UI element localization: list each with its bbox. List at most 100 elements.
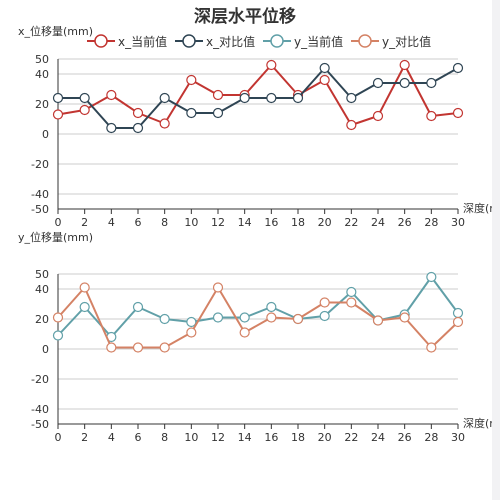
- y-tick-label: 0: [42, 128, 49, 141]
- data-point: [212, 89, 224, 101]
- data-point: [239, 327, 250, 338]
- data-point: [132, 301, 144, 313]
- data-point: [239, 92, 250, 104]
- legend-marker-icon: [351, 34, 379, 48]
- data-point: [399, 312, 410, 323]
- legend-marker-icon: [87, 34, 115, 48]
- x-tick-label: 14: [238, 431, 252, 444]
- y-tick-label: 0: [42, 343, 49, 356]
- data-point: [212, 282, 224, 293]
- data-point: [346, 119, 357, 131]
- data-point: [186, 74, 197, 86]
- x-tick-label: 16: [264, 431, 278, 444]
- data-point: [52, 312, 64, 323]
- y-tick-label: 40: [35, 68, 49, 81]
- x-tick-label: 0: [55, 216, 62, 229]
- x-axis-label: 深度(m): [463, 201, 500, 215]
- x-tick-label: 24: [371, 216, 385, 229]
- x-tick-label: 12: [211, 431, 225, 444]
- x-tick-label: 4: [108, 216, 115, 229]
- y-axis-label: x_位移量(mm): [18, 24, 93, 38]
- y-tick-label: -20: [31, 158, 49, 171]
- data-point: [292, 313, 304, 325]
- series-line-1: [57, 64, 459, 126]
- series-line-2: [58, 67, 459, 129]
- legend-label: x_对比值: [206, 35, 256, 49]
- data-point: [52, 330, 64, 341]
- data-point: [159, 342, 170, 353]
- y-tick-label: 20: [35, 313, 49, 326]
- x-tick-label: 26: [398, 216, 412, 229]
- data-point: [292, 92, 304, 104]
- series-line-1: [57, 276, 459, 338]
- series-line-2: [57, 286, 459, 349]
- data-point: [106, 122, 117, 134]
- data-point: [159, 313, 170, 325]
- x-tick-label: 16: [264, 216, 278, 229]
- data-point: [319, 297, 330, 308]
- y-axis-label: y_位移量(mm): [18, 230, 93, 244]
- y-tick-label: 20: [35, 98, 49, 111]
- x-tick-label: 26: [398, 431, 412, 444]
- data-point: [212, 107, 224, 119]
- data-point: [186, 316, 197, 328]
- x-tick-label: 10: [184, 431, 198, 444]
- legend-label: x_当前值: [118, 35, 168, 49]
- x-tick-label: 28: [424, 216, 438, 229]
- data-point: [266, 92, 277, 104]
- data-point: [132, 107, 144, 119]
- y-tick-label: -50: [31, 203, 49, 216]
- data-point: [79, 92, 90, 104]
- y-tick-label: -40: [31, 403, 49, 416]
- x-tick-label: 30: [451, 431, 465, 444]
- x-tick-label: 2: [81, 431, 88, 444]
- data-point: [372, 315, 384, 326]
- x-tick-label: 8: [161, 216, 168, 229]
- data-point: [79, 282, 90, 293]
- legend-marker-icon: [263, 34, 291, 48]
- x-tick-label: 30: [451, 216, 465, 229]
- y-tick-label: -40: [31, 188, 49, 201]
- data-point: [266, 312, 277, 323]
- data-point: [426, 110, 437, 122]
- x-tick-label: 22: [344, 216, 358, 229]
- data-point: [79, 301, 90, 313]
- x-tick-label: 12: [211, 216, 225, 229]
- legend-label: y_当前值: [294, 35, 344, 49]
- data-point: [132, 122, 144, 134]
- data-point: [186, 327, 197, 338]
- data-point: [319, 310, 330, 322]
- data-point: [319, 74, 330, 86]
- data-point: [426, 342, 437, 353]
- data-point: [452, 62, 464, 74]
- data-point: [346, 297, 357, 308]
- data-point: [399, 77, 410, 89]
- x-tick-label: 6: [135, 216, 142, 229]
- x-axis-label: 深度(m): [463, 416, 500, 430]
- data-point: [159, 92, 170, 104]
- y-tick-label: 50: [35, 53, 49, 66]
- x-tick-label: 18: [291, 216, 305, 229]
- x-tick-label: 20: [318, 216, 332, 229]
- data-point: [372, 77, 384, 89]
- data-point: [452, 107, 464, 119]
- x-tick-label: 2: [81, 216, 88, 229]
- data-point: [266, 301, 277, 313]
- x-tick-label: 8: [161, 431, 168, 444]
- chart-title: 深层水平位移: [194, 7, 296, 27]
- data-point: [239, 312, 250, 323]
- data-point: [399, 59, 410, 71]
- data-point: [106, 89, 117, 101]
- legend-marker-icon: [175, 34, 203, 48]
- data-point: [319, 62, 330, 74]
- x-tick-label: 4: [108, 431, 115, 444]
- y-tick-label: 50: [35, 268, 49, 281]
- data-point: [132, 342, 144, 353]
- x-tick-label: 18: [291, 431, 305, 444]
- x-tick-label: 28: [424, 431, 438, 444]
- data-point: [452, 307, 464, 319]
- data-point: [106, 342, 117, 353]
- data-point: [52, 92, 64, 104]
